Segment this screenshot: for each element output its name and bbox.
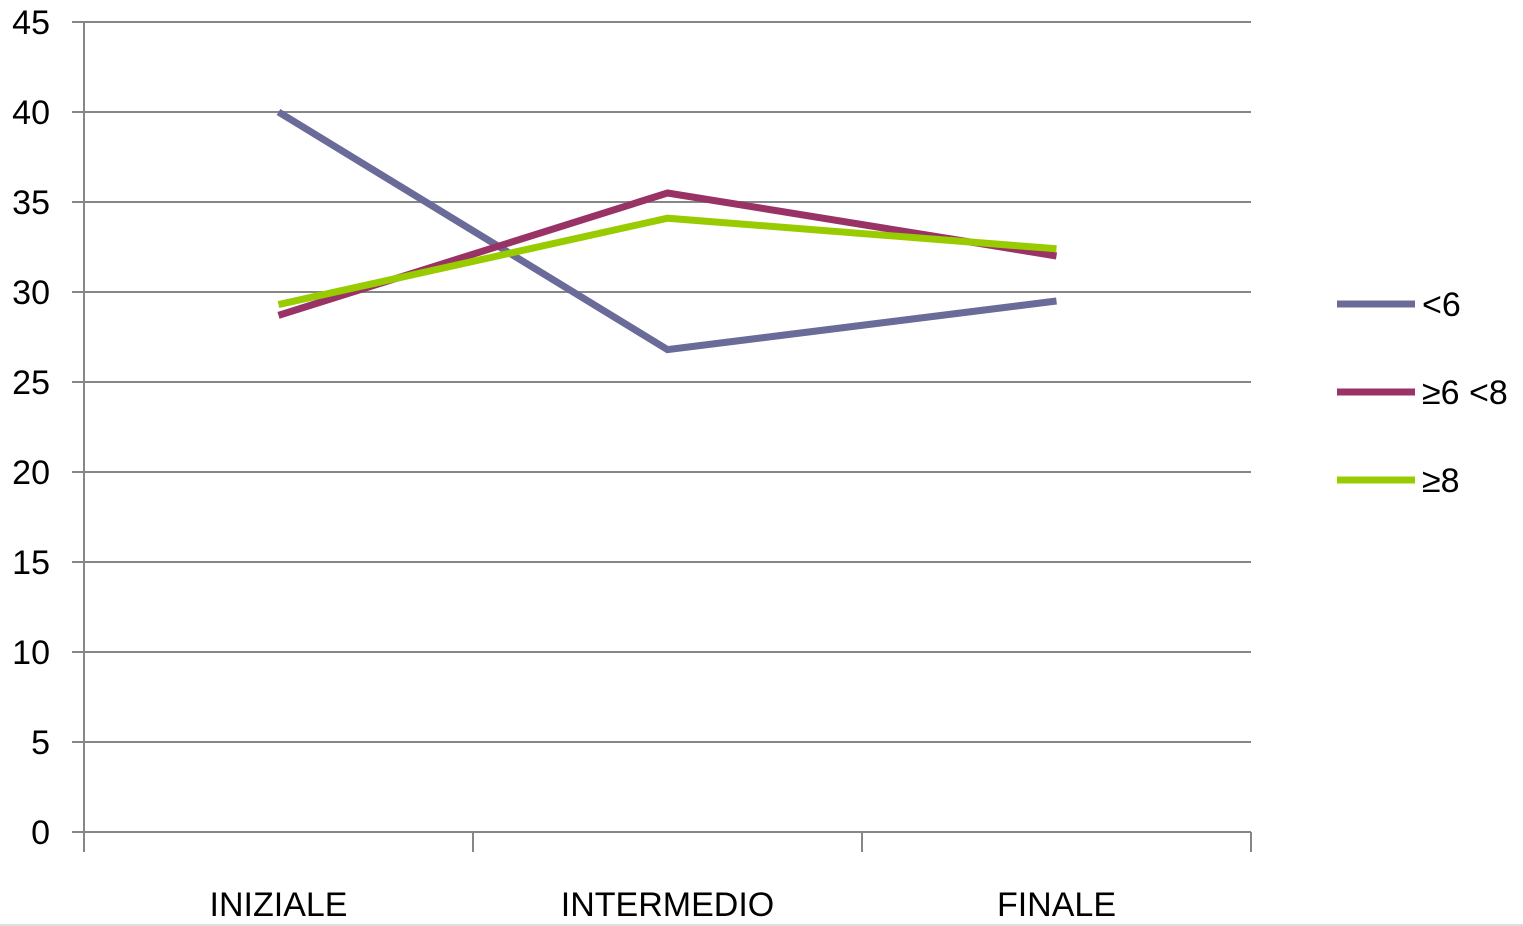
y-tick-label: 10 — [12, 634, 50, 672]
gridlines — [84, 21, 1251, 743]
x-tick-labels: INIZIALE INTERMEDIO FINALE — [210, 886, 1116, 924]
y-tick-labels: 0 5 10 15 20 25 30 35 40 45 — [12, 4, 50, 852]
y-tick-label: 20 — [12, 454, 50, 492]
series-line — [277, 214, 1057, 309]
legend: <6 ≥6 <8 ≥8 — [1337, 286, 1508, 500]
legend-label: <6 — [1422, 286, 1461, 324]
legend-item: <6 — [1337, 286, 1461, 324]
y-tick-label: 0 — [31, 814, 50, 852]
y-tick-label: 15 — [12, 544, 50, 582]
y-tick-label: 30 — [12, 274, 50, 312]
series-line — [277, 189, 1058, 319]
x-tick-label: FINALE — [997, 886, 1116, 924]
x-tick-label: INTERMEDIO — [561, 886, 774, 924]
y-tick-label: 35 — [12, 184, 50, 222]
y-tick-label: 25 — [12, 364, 50, 402]
legend-label: ≥6 <8 — [1422, 374, 1508, 412]
y-tick-label: 45 — [12, 4, 50, 42]
y-tick-label: 40 — [12, 94, 50, 132]
y-tick-label: 5 — [31, 724, 50, 762]
legend-item: ≥8 — [1337, 462, 1460, 500]
axes — [72, 21, 1252, 852]
series-line — [276, 109, 1057, 354]
legend-item: ≥6 <8 — [1337, 374, 1508, 412]
series-lines — [276, 109, 1058, 354]
legend-label: ≥8 — [1422, 462, 1460, 500]
x-tick-label: INIZIALE — [210, 886, 348, 924]
